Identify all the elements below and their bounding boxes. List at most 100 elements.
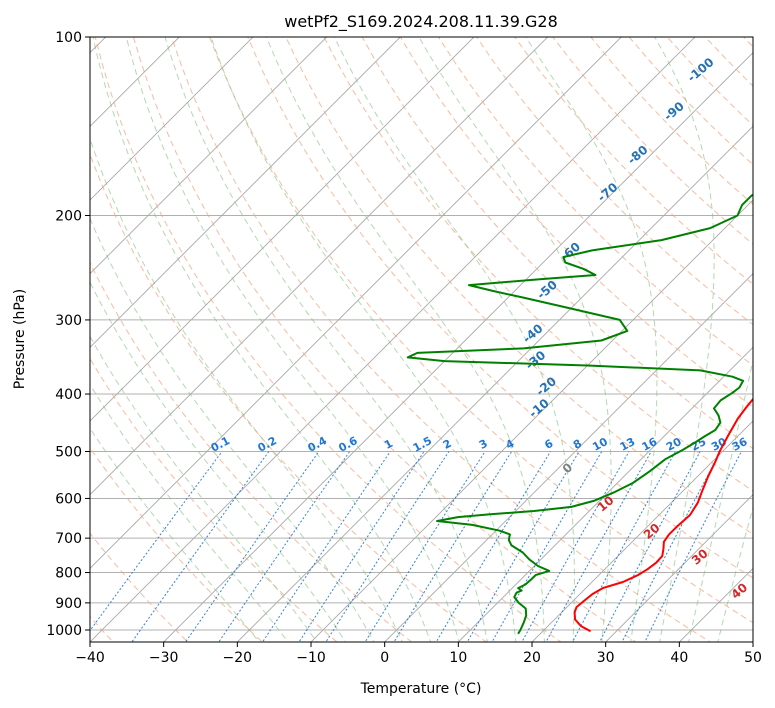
y-axis-label: Pressure (hPa) [12,289,28,389]
moist-adiabat-line [688,357,753,642]
mixing-ratio-line [364,451,486,642]
moist-adiabat-line [418,37,612,642]
dry-adiabat-line [94,37,562,642]
dry-adiabat-line [247,37,753,579]
dry-adiabat-line [704,37,753,87]
isotherm-line [163,52,753,642]
x-tick-label: −30 [149,650,179,666]
mixing-ratio-label: 16 [640,435,660,454]
moist-adiabat-line [525,37,658,642]
dry-adiabat-label: -100 [685,55,717,85]
dry-adiabat-line [743,37,753,48]
dry-adiabat-label: -30 [523,348,549,373]
isotherm-line [605,494,753,642]
dry-adiabat-label: 30 [689,546,711,567]
isotherm-line [90,37,696,642]
dry-adiabat-line [90,357,338,642]
moist-adiabat-line [125,37,460,642]
x-tick-label: −10 [296,650,326,666]
dry-adiabat-line [209,37,753,624]
mixing-ratio-label: 13 [618,435,638,454]
isotherm-line [90,37,180,127]
isotherm-line [90,37,622,569]
dry-adiabat-line [476,37,753,326]
dry-adiabat-line [132,37,637,642]
y-tick-label: 700 [55,531,82,547]
x-tick-label: 30 [597,650,615,666]
x-tick-label: 10 [449,650,467,666]
dry-adiabat-label: 20 [641,521,663,542]
dry-adiabat-label: -40 [520,321,546,346]
mixing-ratio-label: 6 [542,437,555,452]
mixing-ratio-label: 20 [664,435,684,454]
moist-adiabat-line [90,335,318,642]
mixing-ratio-line [185,451,320,642]
dry-adiabat-line [90,152,488,642]
x-axis-label: Temperature (°C) [360,681,482,697]
mixing-ratio-label: 4 [504,437,517,452]
y-tick-label: 600 [55,491,82,507]
mixing-ratio-line [545,451,652,642]
x-tick-label: −20 [223,650,253,666]
mixing-ratio-line [435,451,551,642]
moist-adiabat-line [92,37,432,642]
mixing-ratio-line [521,451,630,642]
mixing-ratio-line [218,451,351,642]
moist-adiabat-line [210,37,517,642]
dry-adiabat-line [361,37,753,450]
mixing-ratio-line [131,451,270,642]
moist-adiabat-line [90,281,347,642]
mixing-ratio-label: 30 [709,435,729,454]
moist-adiabat-line [717,505,753,642]
dry-adiabat-line [90,261,413,642]
mixing-ratio-label: 36 [730,435,750,454]
moist-adiabat-line [164,37,488,642]
mixing-ratio-line [90,451,223,632]
mixing-ratio-label: 25 [689,435,709,454]
x-tick-label: 20 [523,650,541,666]
isotherm-line [310,199,753,642]
isotherm-line [90,37,549,496]
mixing-ratio-line [644,451,742,642]
mixing-ratio-line [393,451,513,642]
dry-adiabat-label: -70 [595,180,621,205]
y-tick-label: 400 [55,387,82,403]
y-tick-label: 900 [55,596,82,612]
mixing-ratio-line [466,451,580,642]
y-tick-label: 100 [55,30,82,46]
dry-adiabat-line [666,37,753,127]
isotherm-line [384,273,753,642]
dry-adiabat-line [590,37,753,205]
moist-adiabat-line [654,37,715,642]
dewpoint-profile-line [406,193,753,635]
dry-adiabat-line [399,37,753,408]
dry-adiabat-label: -20 [533,374,559,399]
isotherm-line [90,37,254,201]
mixing-ratio-line [491,451,603,642]
y-tick-label: 800 [55,566,82,582]
x-axis-ticks: −40 −30 −20 −10 0 10 20 30 40 50 [75,642,762,666]
temperature-profile-line [573,397,753,633]
y-tick-label: 300 [55,313,82,329]
moist-adiabat-line [265,37,545,642]
moist-adiabat-line [90,217,375,642]
mixing-ratio-line [599,451,701,642]
dry-adiabat-label: -50 [534,277,560,302]
mixing-ratio-line [261,451,391,642]
dry-adiabat-line [323,37,753,492]
isotherm-line [90,37,475,422]
mixing-ratio-line [298,451,425,642]
mixing-ratio-label: 3 [477,437,490,452]
isotherm-line [236,125,753,642]
x-tick-label: −40 [75,650,105,666]
moist-adiabat-line [90,383,289,642]
mixing-ratio-labels: 0.1 0.2 0.4 0.6 1 1.5 2 3 4 6 8 10 13 16 20 25 30 36 [209,434,750,455]
x-tick-label: 40 [670,650,688,666]
isotherm-line [678,567,753,642]
dry-adiabat-label: -10 [526,396,552,421]
y-tick-label: 500 [55,444,82,460]
mixing-ratio-line [571,451,676,642]
y-tick-label: 200 [55,209,82,225]
y-tick-label: 1000 [46,623,82,639]
